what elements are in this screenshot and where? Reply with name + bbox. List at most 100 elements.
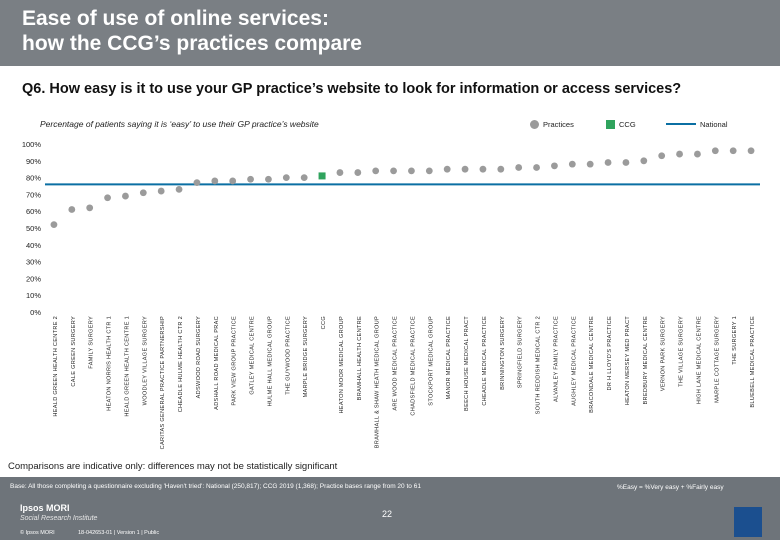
category-label: BEECH HOUSE MEDICAL PRACT [464, 316, 470, 411]
practice-point [711, 147, 719, 155]
practice-point [175, 185, 183, 193]
y-tick-label: 0% [30, 308, 41, 317]
national-line-icon [666, 123, 696, 125]
practice-point [229, 177, 237, 185]
category-label: DR H LLOYD'S PRACTICE [607, 316, 613, 391]
legend-ccg-label: CCG [619, 119, 636, 129]
practice-point [551, 162, 558, 170]
y-tick-label: 50% [26, 224, 41, 233]
category-label: HULME HALL MEDICAL GROUP [267, 316, 273, 406]
y-tick-label: 40% [26, 241, 41, 250]
category-label: ALVANLEY FAMILY PRACTICE [553, 316, 559, 402]
category-label: HIGH LANE MEDICAL CENTRE [696, 316, 702, 404]
header-band: Ease of use of online services: how the … [0, 0, 780, 66]
question-text: Q6. How easy is it to use your GP practi… [22, 81, 682, 97]
y-tick-label: 20% [26, 274, 41, 283]
y-tick-label: 30% [26, 258, 41, 267]
category-label: THE GUYWOOD PRACTICE [285, 316, 291, 395]
category-label: BRINNINGTON SURGERY [500, 316, 506, 390]
practice-point [86, 204, 94, 212]
ccg-square-icon [606, 119, 615, 129]
practice-point [68, 206, 76, 213]
title-line-1: Ease of use of online services: [22, 7, 329, 30]
ccg-point [318, 172, 326, 180]
practice-point [568, 160, 576, 168]
practice-point [747, 147, 755, 155]
practice-point [461, 165, 469, 173]
disclaimer-text: Comparisons are indicative only: differe… [8, 461, 338, 472]
category-label: ARE WOOD MEDICAL PRACTICE [393, 316, 399, 411]
category-label: BRACONDALE MEDICAL CENTRE [589, 316, 595, 413]
practice-point [354, 169, 362, 176]
y-tick-label: 10% [26, 291, 41, 300]
y-tick-label: 80% [26, 174, 41, 183]
base-note: Base: All those completing a questionnai… [10, 483, 421, 490]
practice-point [676, 150, 683, 158]
practice-point [515, 164, 523, 171]
practice-point [139, 189, 147, 197]
key-note: %Easy = %Very easy + %Fairly easy [617, 484, 724, 491]
category-label: AUGHLEY MEDICAL PRACTICE [571, 316, 577, 406]
practice-point [408, 167, 415, 175]
practice-point [265, 175, 272, 183]
practice-point [282, 174, 290, 181]
legend-national-label: National [700, 119, 728, 129]
category-label: HEALD GREEN HEALTH CENTRE 2 [53, 316, 59, 417]
y-tick-label: 100% [22, 140, 42, 149]
category-label: VERNON PARK SURGERY [661, 316, 667, 391]
category-label: FAMILY SURGERY [89, 316, 95, 369]
doc-reference: 18-042653-01 | Version 1 | Public [78, 530, 160, 536]
practice-point [586, 160, 594, 168]
legend-practices-label: Practices [543, 119, 574, 129]
legend-national: National [666, 118, 728, 130]
practice-point [50, 221, 58, 229]
ipsos-logo-sub: Social Research Institute [20, 515, 98, 522]
category-label: CCG [321, 316, 327, 329]
practice-dot-icon [530, 119, 539, 129]
y-tick-label: 70% [26, 190, 41, 199]
category-label: MARPLE COTTAGE SURGERY [714, 316, 720, 403]
copyright-text: © Ipsos MORI [20, 530, 55, 536]
category-label: HEALD GREEN HEALTH CENTRE 1 [124, 316, 130, 417]
category-label: BRAMHALL HEALTH CENTRE [357, 316, 363, 400]
category-label: STOCKPORT MEDICAL GROUP [428, 316, 434, 406]
category-label: ADSHALL ROAD MEDICAL PRAC [214, 316, 220, 410]
practice-point [729, 147, 737, 155]
category-label: CHEADLE MEDICAL PRACTICE [482, 316, 488, 406]
category-label: GATLEY MEDICAL CENTRE [250, 316, 256, 395]
practice-point [211, 177, 219, 185]
category-label: BLUEBELL MEDICAL PRACTICE [750, 316, 756, 408]
category-label: SOUTH REDDISH MEDICAL CTR 2 [536, 316, 542, 414]
category-label: PARK VIEW GROUP PRACTICE [232, 316, 238, 406]
practice-point [479, 165, 487, 173]
footer-band [0, 477, 780, 540]
practice-point [425, 167, 433, 175]
practice-point [300, 174, 308, 181]
chart-svg: 0% 10% 20% 30% 40% 50% 60% 70% 80% 90% 100% HEALD G… [22, 140, 760, 449]
practice-point [157, 187, 165, 195]
category-label: BREDBURY MEDICAL CENTRE [643, 316, 649, 405]
y-tick-label: 60% [26, 207, 41, 216]
practice-point [694, 150, 701, 158]
category-label: MARPLE BRIDGE SURGERY [303, 316, 309, 397]
practice-point [193, 179, 201, 187]
ipsos-logo: Ipsos MORI [20, 503, 70, 513]
practice-point [443, 165, 451, 173]
category-label: MANOR MEDICAL PRACTICE [446, 316, 452, 399]
category-label: THE VILLAGE SURGERY [679, 316, 685, 387]
category-label: ADSWOOD ROAD SURGERY [196, 316, 202, 398]
category-label: BRAMHALL & SHAW HEATH MEDICAL GROUP [375, 316, 381, 448]
ipsos-brand-icon [734, 507, 762, 537]
page-title: Ease of use of online services: how the … [22, 6, 762, 56]
practice-point [247, 175, 254, 183]
page-number: 22 [382, 509, 393, 519]
category-label: SPRINGFIELD SURGERY [518, 316, 524, 388]
practice-point [622, 159, 630, 166]
category-label: CHADSFIELD MEDICAL PRACTICE [410, 316, 416, 416]
practice-point [390, 167, 397, 175]
category-label: CALE GREEN SURGERY [71, 316, 77, 387]
practice-point [604, 159, 612, 166]
category-label: WOODLEY VILLAGE SURGERY [142, 316, 148, 405]
practice-point [658, 152, 666, 160]
category-label: HEATON NORRIS HEALTH CTR 1 [107, 316, 113, 411]
